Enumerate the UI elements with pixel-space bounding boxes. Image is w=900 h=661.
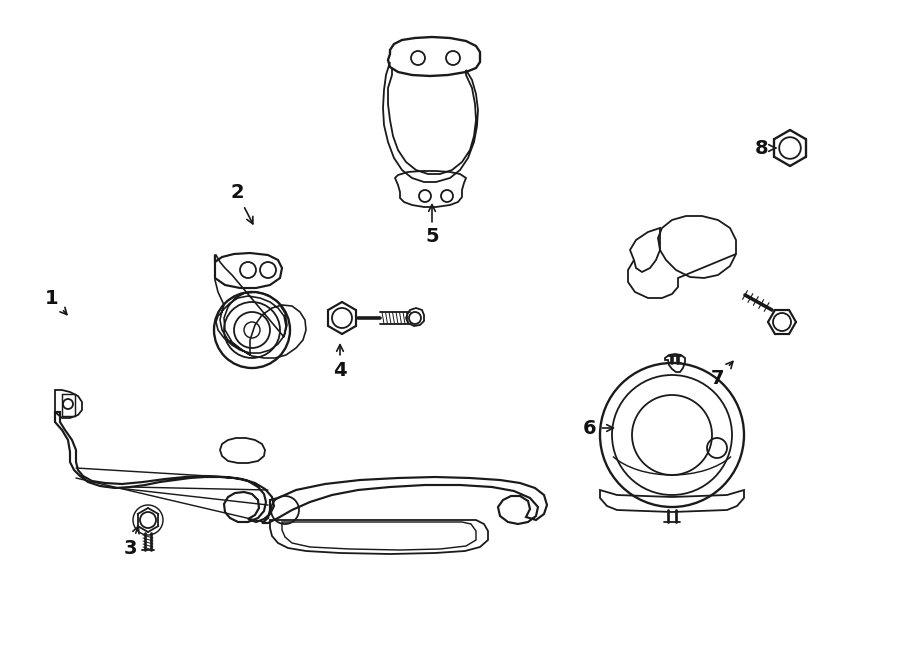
- Text: 2: 2: [230, 184, 253, 224]
- Text: 4: 4: [333, 344, 346, 379]
- Text: 8: 8: [755, 139, 776, 157]
- Text: 1: 1: [45, 288, 67, 315]
- Text: 6: 6: [583, 418, 614, 438]
- Text: 3: 3: [123, 526, 140, 557]
- Text: 7: 7: [711, 362, 733, 387]
- Text: 5: 5: [425, 205, 439, 247]
